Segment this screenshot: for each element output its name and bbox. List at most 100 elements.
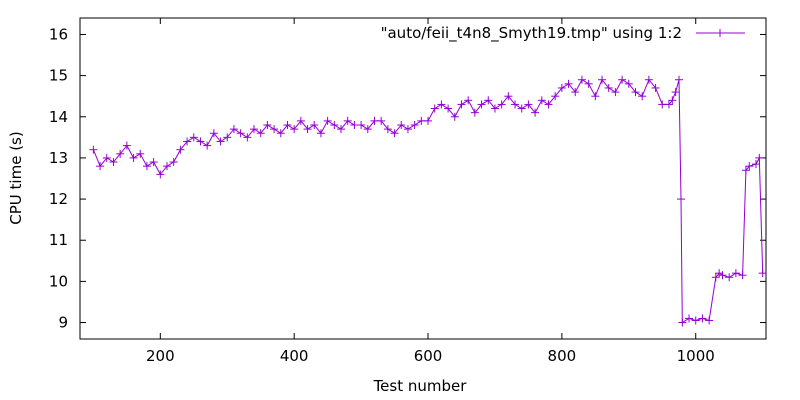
data-point	[745, 162, 754, 171]
data-point	[711, 273, 720, 282]
data-point	[484, 96, 493, 105]
data-point	[243, 133, 252, 142]
y-tick-label: 13	[49, 149, 68, 167]
data-point	[330, 121, 339, 129]
data-point	[517, 104, 526, 113]
data-point	[223, 133, 232, 142]
data-point	[584, 79, 593, 88]
data-point	[577, 75, 586, 84]
x-tick-label: 600	[414, 347, 443, 365]
data-point	[511, 100, 520, 109]
data-point	[457, 100, 466, 109]
data-point	[196, 137, 205, 146]
data-point	[731, 269, 740, 278]
data-point	[544, 100, 553, 109]
data-point	[189, 133, 198, 142]
data-point	[216, 137, 225, 146]
data-point	[490, 104, 499, 113]
data-point	[658, 100, 667, 109]
data-point	[96, 162, 105, 171]
data-point	[109, 158, 118, 167]
data-point	[276, 129, 285, 138]
data-point	[604, 83, 613, 92]
data-point	[444, 104, 453, 113]
data-point	[437, 100, 446, 109]
data-point	[129, 153, 138, 162]
data-point	[183, 137, 192, 146]
data-point	[758, 269, 767, 278]
data-point	[89, 145, 98, 154]
axis-ticks: 200 400 600 800 1000 9 10 11 12 13 14 15 16	[49, 18, 766, 365]
data-point	[598, 75, 607, 84]
y-tick-label: 10	[49, 272, 68, 290]
data-point	[343, 116, 352, 125]
data-point	[664, 100, 673, 109]
data-point	[497, 100, 506, 109]
data-point	[370, 116, 379, 125]
data-point	[397, 121, 406, 129]
data-point	[323, 116, 332, 125]
data-point	[685, 314, 694, 323]
data-point	[564, 79, 573, 88]
data-point	[644, 75, 653, 84]
data-point	[651, 83, 660, 92]
data-point	[677, 195, 686, 204]
data-point	[738, 271, 747, 280]
data-point	[450, 112, 459, 121]
data-point	[383, 125, 392, 134]
data-point	[350, 121, 359, 129]
data-point	[678, 318, 687, 327]
data-point	[591, 92, 600, 101]
data-point	[163, 162, 172, 171]
data-point	[203, 141, 212, 150]
data-point	[310, 121, 319, 129]
legend: "auto/feii_t4n8_Smyth19.tmp" using 1:2	[381, 24, 745, 43]
data-point	[229, 125, 238, 134]
y-tick-label: 16	[49, 25, 68, 43]
data-point	[403, 125, 412, 134]
legend-entry-label: "auto/feii_t4n8_Smyth19.tmp" using 1:2	[381, 24, 682, 43]
y-tick-label: 12	[49, 190, 68, 208]
series-line	[92, 78, 764, 324]
data-point	[470, 108, 479, 117]
data-point	[236, 129, 245, 138]
data-point	[671, 88, 680, 97]
data-point	[363, 125, 372, 134]
data-point	[263, 121, 272, 129]
data-point	[631, 88, 640, 97]
data-point	[551, 92, 560, 101]
data-point	[316, 129, 325, 138]
data-point	[337, 125, 346, 134]
data-point	[624, 79, 633, 88]
data-point	[698, 314, 707, 323]
data-point	[136, 149, 145, 158]
data-point	[524, 100, 533, 109]
data-point	[715, 269, 724, 278]
data-point	[410, 121, 419, 129]
data-point	[477, 100, 486, 109]
data-point	[169, 158, 178, 167]
data-point	[718, 271, 727, 280]
data-point	[691, 316, 700, 325]
data-point	[611, 88, 620, 97]
y-tick-label: 15	[49, 67, 68, 85]
data-point	[290, 125, 299, 134]
y-tick-label: 14	[49, 108, 68, 126]
y-tick-label: 11	[49, 231, 68, 249]
data-point	[741, 166, 750, 175]
data-point	[116, 149, 125, 158]
data-point	[270, 125, 279, 134]
data-point	[571, 88, 580, 97]
data-point	[377, 116, 386, 125]
data-point	[504, 92, 513, 101]
x-tick-label: 800	[548, 347, 577, 365]
y-axis-label: CPU time (s)	[7, 131, 25, 224]
data-point	[142, 162, 151, 171]
data-point	[149, 158, 158, 167]
x-tick-label: 1000	[677, 347, 715, 365]
data-point	[755, 153, 764, 162]
data-point	[531, 108, 540, 117]
data-point	[424, 116, 433, 125]
data-point	[618, 75, 627, 84]
